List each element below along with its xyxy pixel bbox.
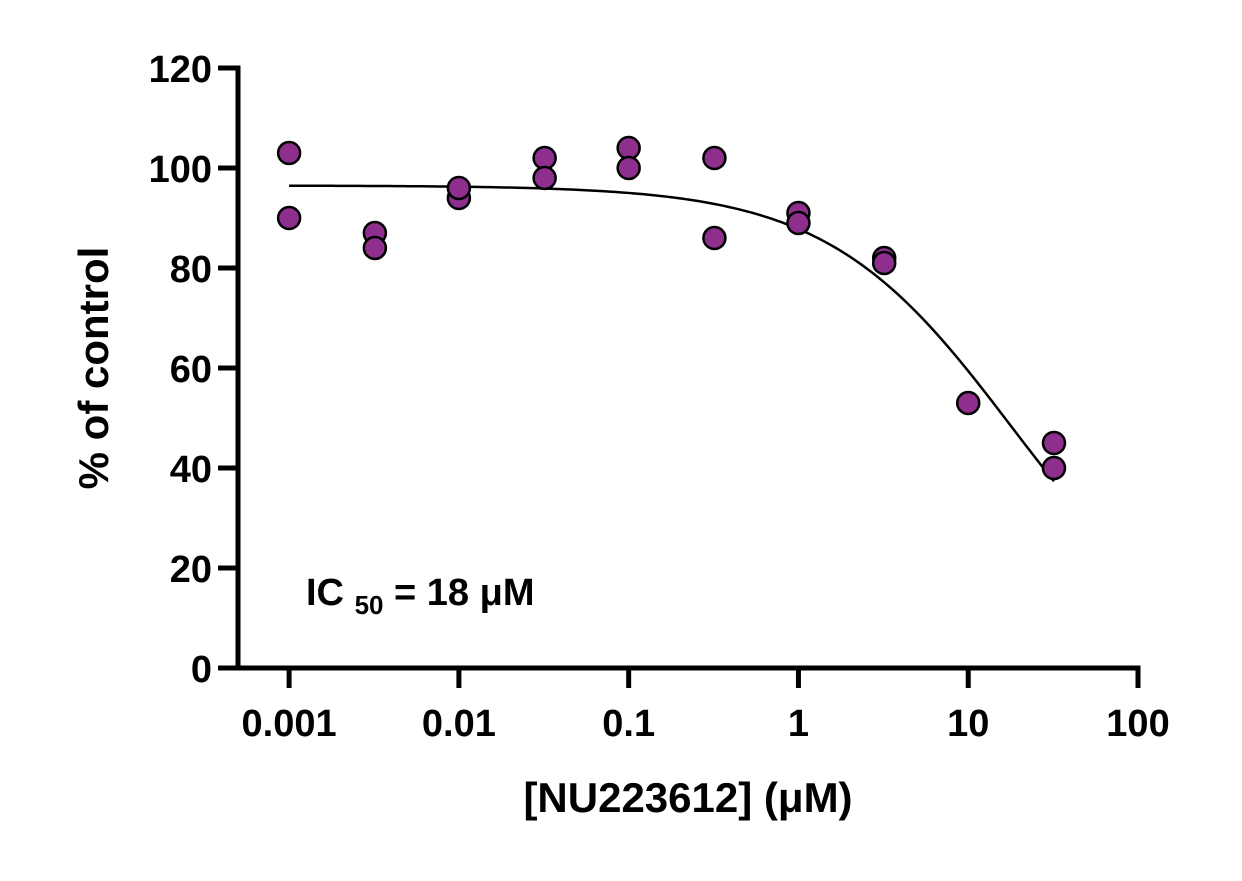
x-tick-label: 0.1 — [602, 703, 655, 745]
data-point — [955, 390, 981, 416]
data-point — [616, 155, 641, 181]
x-tick-label: 10 — [947, 703, 989, 745]
ic50-subscript: 50 — [355, 590, 384, 620]
ic50-prefix: IC — [306, 572, 344, 614]
y-tick-label: 60 — [170, 349, 212, 391]
data-point — [786, 210, 811, 236]
data-point — [532, 165, 557, 191]
x-tick-label: 0.001 — [242, 703, 337, 745]
y-tick-label: 20 — [170, 549, 212, 591]
y-ticks: 0 20 40 60 80 100 120 — [149, 49, 238, 691]
x-tick-label: 0.01 — [422, 703, 496, 745]
x-tick-label: 100 — [1106, 703, 1169, 745]
data-point — [616, 135, 641, 161]
ic50-annotation: IC 50 = 18 μM — [306, 572, 535, 623]
data-point — [532, 145, 557, 171]
y-axis-title: % of control — [70, 247, 117, 490]
x-ticks: 0.001 0.01 0.1 1 10 100 — [242, 668, 1170, 745]
data-point — [276, 205, 302, 231]
x-axis-title: [NU223612] (μM) — [523, 774, 852, 821]
data-point — [871, 250, 897, 276]
axes: 0 20 40 60 80 100 120 0.001 0.01 0.1 1 10 100 — [149, 49, 1170, 745]
data-point — [446, 175, 472, 201]
x-tick-label: 1 — [788, 703, 809, 745]
y-tick-label: 100 — [149, 149, 212, 191]
data-point — [362, 235, 388, 261]
y-tick-label: 80 — [170, 249, 212, 291]
ic50-value: = 18 μM — [394, 572, 534, 614]
data-point — [702, 145, 727, 171]
y-tick-label: 0 — [191, 649, 212, 691]
data-point — [1041, 455, 1067, 481]
data-point — [702, 225, 727, 251]
fit-curve — [289, 184, 1055, 483]
data-point — [276, 140, 302, 166]
data-points — [276, 135, 1067, 481]
y-tick-label: 40 — [170, 449, 212, 491]
y-tick-label: 120 — [149, 49, 212, 91]
data-point — [1041, 430, 1067, 456]
